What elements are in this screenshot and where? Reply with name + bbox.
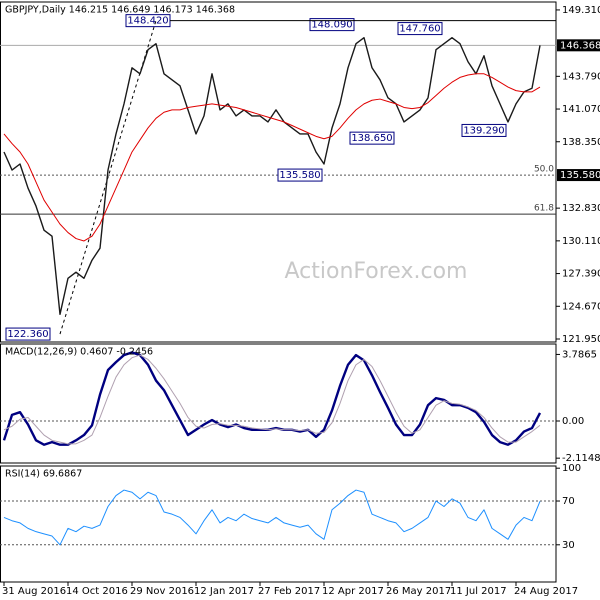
panel-frame [0, 343, 557, 464]
panel-frame [0, 1, 557, 343]
y-tick-label: 100 [562, 463, 581, 474]
annotation-box [309, 18, 355, 32]
x-tick-label: 31 Aug 2016 [2, 586, 66, 597]
annotation-label: 122.360 [7, 329, 48, 340]
series-line [3, 489, 541, 546]
annotation-box [5, 327, 51, 341]
x-tick-label: 14 Oct 2016 [66, 586, 128, 597]
price-marker-label: 135.580 [560, 170, 600, 181]
y-tick-label: 3.7865 [562, 349, 597, 360]
price-marker-label: 146.368 [560, 40, 600, 51]
x-tick-label: 27 Feb 2017 [258, 586, 320, 597]
y-tick-label: 149.310 [562, 5, 600, 16]
y-tick-label: 130.110 [562, 236, 600, 247]
y-tick-label: 141.070 [562, 104, 600, 115]
x-tick-label: 29 Nov 2016 [130, 586, 194, 597]
annotation-label: 138.650 [351, 133, 392, 144]
y-tick-label: 127.390 [562, 269, 600, 280]
level-label: 50.0 [534, 165, 554, 175]
annotation-label: 148.090 [311, 20, 352, 31]
series-line [3, 73, 541, 242]
x-tick-label: 24 Aug 2017 [514, 586, 578, 597]
y-tick-label: 70 [562, 496, 575, 507]
annotation-box [461, 123, 507, 137]
annotation-label: 147.760 [399, 24, 440, 35]
y-tick-label: -2.1148 [562, 453, 600, 464]
watermark: ActionForex.com [285, 259, 468, 284]
y-tick-label: 132.830 [562, 203, 600, 214]
panel-title: RSI(14) 69.6867 [5, 469, 82, 480]
annotation-label: 148.420 [127, 16, 168, 27]
series-line [3, 37, 541, 316]
y-tick-label: 138.350 [562, 137, 600, 148]
annotation-label: 139.290 [463, 125, 504, 136]
y-tick-label: 124.670 [562, 301, 600, 312]
series-line [3, 354, 541, 445]
panel-title: MACD(12,26,9) 0.4607 -0.2456 [5, 347, 153, 358]
y-tick-label: 30 [562, 540, 575, 551]
price-marker [557, 39, 600, 52]
y-tick-label: 121.950 [562, 334, 600, 345]
fib-line [59, 20, 157, 335]
annotation-box [349, 131, 395, 145]
level-label: 61.8 [534, 204, 554, 214]
y-tick-label: 143.790 [562, 71, 600, 82]
panel-frame [0, 465, 557, 583]
price-marker [557, 169, 600, 182]
x-tick-label: 26 May 2017 [386, 586, 451, 597]
x-tick-label: 12 Apr 2017 [322, 586, 384, 597]
annotation-label: 135.580 [279, 170, 320, 181]
annotation-box [277, 168, 323, 182]
panel-title: GBPJPY,Daily 146.215 146.649 146.173 146… [5, 5, 235, 16]
x-tick-label: 12 Jan 2017 [194, 586, 254, 597]
y-tick-label: 0.00 [562, 416, 584, 427]
annotation-box [397, 22, 443, 36]
x-tick-label: 11 Jul 2017 [450, 586, 507, 597]
